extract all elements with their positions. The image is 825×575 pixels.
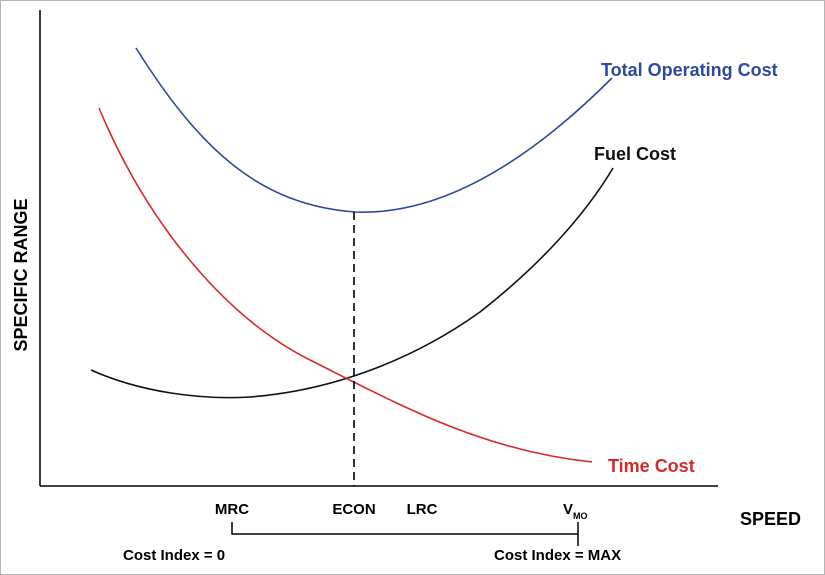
x-tick-label-vmo: VMO xyxy=(563,501,588,521)
x-axis-title: SPEED xyxy=(740,509,801,529)
series-line-fuel-cost xyxy=(90,167,614,399)
x-tick-label-mrc: MRC xyxy=(215,501,249,518)
series-line-time-cost xyxy=(98,107,593,463)
series-label-time-cost: Time Cost xyxy=(608,456,695,476)
y-axis-title: SPECIFIC RANGE xyxy=(11,198,31,351)
cost-index-bracket xyxy=(231,522,579,535)
series-line-total-operating-cost xyxy=(135,47,613,213)
x-tick-label-vmo-main: V xyxy=(563,501,573,518)
x-tick-label-vmo-subscript: MO xyxy=(573,511,588,521)
series-label-total-operating-cost: Total Operating Cost xyxy=(601,60,778,80)
series-label-fuel-cost: Fuel Cost xyxy=(594,144,676,164)
x-tick-label-econ: ECON xyxy=(332,501,375,518)
cost-index-min-label: Cost Index = 0 xyxy=(123,547,225,564)
x-tick-label-lrc: LRC xyxy=(407,501,438,518)
cost-index-max-label: Cost Index = MAX xyxy=(494,547,621,564)
